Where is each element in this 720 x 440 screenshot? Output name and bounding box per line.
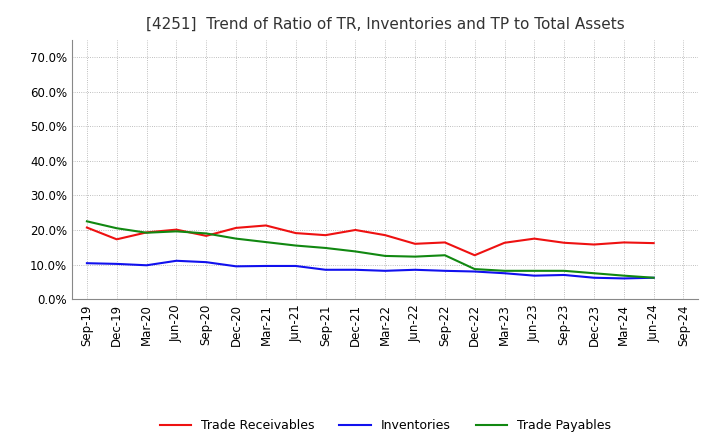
Inventories <box>232 264 240 269</box>
Trade Receivables <box>83 225 91 230</box>
Legend: Trade Receivables, Inventories, Trade Payables: Trade Receivables, Inventories, Trade Pa… <box>155 414 616 437</box>
Trade Payables <box>590 271 598 276</box>
Trade Payables <box>143 230 151 235</box>
Trade Payables <box>530 268 539 273</box>
Trade Payables <box>112 226 121 231</box>
Trade Receivables <box>500 240 509 246</box>
Trade Receivables <box>410 241 419 246</box>
Inventories <box>381 268 390 273</box>
Trade Receivables <box>321 232 330 238</box>
Trade Receivables <box>202 233 210 238</box>
Trade Payables <box>500 268 509 273</box>
Trade Payables <box>381 253 390 259</box>
Line: Trade Payables: Trade Payables <box>87 221 654 278</box>
Line: Inventories: Inventories <box>87 261 654 279</box>
Trade Payables <box>441 253 449 258</box>
Trade Payables <box>321 246 330 251</box>
Inventories <box>112 261 121 267</box>
Line: Trade Receivables: Trade Receivables <box>87 225 654 255</box>
Trade Receivables <box>649 241 658 246</box>
Trade Payables <box>649 275 658 280</box>
Trade Receivables <box>112 237 121 242</box>
Trade Receivables <box>292 231 300 236</box>
Trade Receivables <box>143 230 151 235</box>
Trade Receivables <box>470 253 479 258</box>
Inventories <box>172 258 181 264</box>
Trade Payables <box>292 243 300 248</box>
Inventories <box>649 275 658 280</box>
Trade Payables <box>83 219 91 224</box>
Inventories <box>590 275 598 280</box>
Trade Payables <box>410 254 419 259</box>
Inventories <box>143 263 151 268</box>
Trade Payables <box>232 236 240 241</box>
Inventories <box>261 263 270 268</box>
Trade Receivables <box>560 240 569 246</box>
Trade Receivables <box>530 236 539 241</box>
Trade Payables <box>560 268 569 273</box>
Trade Payables <box>261 239 270 245</box>
Inventories <box>202 260 210 265</box>
Trade Receivables <box>172 227 181 232</box>
Inventories <box>441 268 449 273</box>
Inventories <box>470 269 479 274</box>
Inventories <box>351 267 360 272</box>
Inventories <box>560 272 569 278</box>
Inventories <box>321 267 330 272</box>
Inventories <box>500 271 509 276</box>
Inventories <box>410 267 419 272</box>
Inventories <box>530 273 539 279</box>
Trade Receivables <box>351 227 360 233</box>
Trade Payables <box>172 229 181 234</box>
Trade Receivables <box>261 223 270 228</box>
Trade Receivables <box>232 225 240 231</box>
Trade Receivables <box>441 240 449 245</box>
Trade Payables <box>619 273 628 279</box>
Title: [4251]  Trend of Ratio of TR, Inventories and TP to Total Assets: [4251] Trend of Ratio of TR, Inventories… <box>146 16 624 32</box>
Trade Receivables <box>619 240 628 245</box>
Trade Receivables <box>381 232 390 238</box>
Trade Payables <box>202 231 210 236</box>
Inventories <box>292 263 300 268</box>
Trade Receivables <box>590 242 598 247</box>
Inventories <box>619 276 628 281</box>
Trade Payables <box>351 249 360 254</box>
Inventories <box>83 260 91 266</box>
Trade Payables <box>470 267 479 272</box>
